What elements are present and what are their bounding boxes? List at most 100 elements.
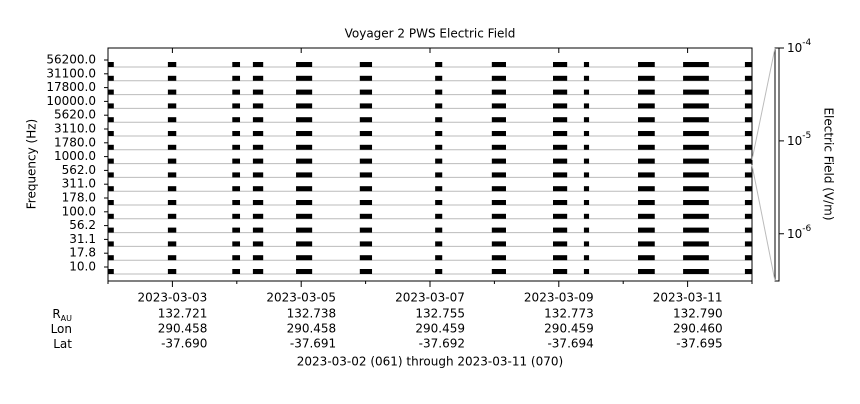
data-block — [359, 131, 373, 136]
data-block — [683, 213, 709, 219]
y-tick-label: 17800.0 — [46, 80, 96, 94]
ephemeris-label: Lat — [53, 337, 72, 351]
data-block — [744, 186, 752, 192]
data-block — [359, 144, 373, 150]
data-block — [744, 158, 752, 164]
data-block — [435, 89, 443, 95]
data-block — [108, 186, 114, 192]
data-block — [744, 172, 752, 178]
data-block — [491, 75, 506, 81]
colorbar-label: Electric Field (V/m) — [822, 107, 836, 220]
data-block — [167, 131, 177, 136]
data-block — [435, 227, 443, 233]
data-block — [252, 89, 264, 95]
data-block — [744, 255, 752, 261]
data-block — [553, 255, 568, 261]
data-block — [359, 186, 373, 192]
data-block — [108, 255, 114, 261]
data-block — [108, 172, 114, 178]
y-tick-label: 56.2 — [69, 218, 96, 232]
colorbar-tick-base: 10 — [787, 133, 802, 147]
data-block — [296, 62, 313, 67]
data-block — [167, 62, 177, 67]
colorbar — [774, 47, 780, 282]
ephemeris-label-sub: AU — [61, 314, 72, 323]
data-block — [167, 117, 177, 123]
data-block — [232, 158, 241, 164]
data-block — [232, 255, 241, 261]
data-block — [491, 241, 506, 247]
data-block — [435, 269, 443, 274]
data-block — [553, 144, 568, 150]
data-block — [296, 227, 313, 233]
y-tick-label: 178.0 — [62, 191, 96, 205]
data-block — [583, 117, 590, 123]
data-block — [252, 172, 264, 178]
data-block — [296, 241, 313, 247]
data-block — [583, 241, 590, 247]
data-block — [359, 172, 373, 178]
data-block — [435, 117, 443, 123]
data-block — [167, 103, 177, 109]
data-block — [491, 131, 506, 136]
data-block — [491, 103, 506, 109]
data-block — [744, 227, 752, 233]
data-block — [167, 213, 177, 219]
y-axis-label: Frequency (Hz) — [25, 119, 39, 210]
data-block — [296, 89, 313, 95]
data-block — [108, 213, 114, 219]
data-block — [359, 227, 373, 233]
x-tick-label: 2023-03-03 — [138, 291, 208, 305]
data-block — [744, 144, 752, 150]
data-block — [108, 89, 114, 95]
data-block — [553, 75, 568, 81]
data-block — [583, 172, 590, 178]
data-block — [638, 75, 655, 81]
data-block — [491, 200, 506, 205]
data-block — [252, 269, 264, 274]
data-block — [232, 89, 241, 95]
data-block — [583, 200, 590, 205]
data-block — [359, 255, 373, 261]
data-block — [583, 186, 590, 192]
data-block — [296, 255, 313, 261]
ephemeris-value: 290.459 — [415, 322, 465, 336]
data-block — [435, 103, 443, 109]
data-block — [359, 75, 373, 81]
data-block — [683, 62, 709, 67]
data-block — [252, 255, 264, 261]
data-block — [232, 269, 241, 274]
ephemeris-value: 290.459 — [544, 322, 594, 336]
data-block — [108, 269, 114, 274]
y-tick-label: 311.0 — [62, 177, 96, 191]
data-block — [553, 172, 568, 178]
data-block — [296, 172, 313, 178]
data-block — [108, 200, 114, 205]
data-block — [491, 213, 506, 219]
data-block — [683, 255, 709, 261]
data-block — [232, 75, 241, 81]
data-block — [491, 158, 506, 164]
ephemeris-label: RAU — [52, 307, 72, 323]
y-tick-label: 31.1 — [69, 232, 96, 246]
x-tick-label: 2023-03-05 — [266, 291, 336, 305]
data-block — [583, 131, 590, 136]
data-block — [359, 213, 373, 219]
ephemeris-label-main: R — [52, 307, 60, 321]
data-block — [583, 255, 590, 261]
data-block — [491, 62, 506, 67]
data-block — [359, 200, 373, 205]
footer: 2023-03-02 (061) through 2023-03-11 (070… — [297, 355, 563, 369]
ephemeris-value: -37.692 — [419, 337, 465, 351]
ephemeris-value: 132.721 — [158, 307, 208, 321]
data-block — [296, 186, 313, 192]
chart-title: Voyager 2 PWS Electric Field — [345, 27, 516, 41]
data-block — [683, 144, 709, 150]
data-block — [744, 89, 752, 95]
data-block — [232, 117, 241, 123]
data-block — [638, 117, 655, 123]
y-tick-label: 17.8 — [69, 246, 96, 260]
data-block — [435, 172, 443, 178]
data-block — [232, 213, 241, 219]
